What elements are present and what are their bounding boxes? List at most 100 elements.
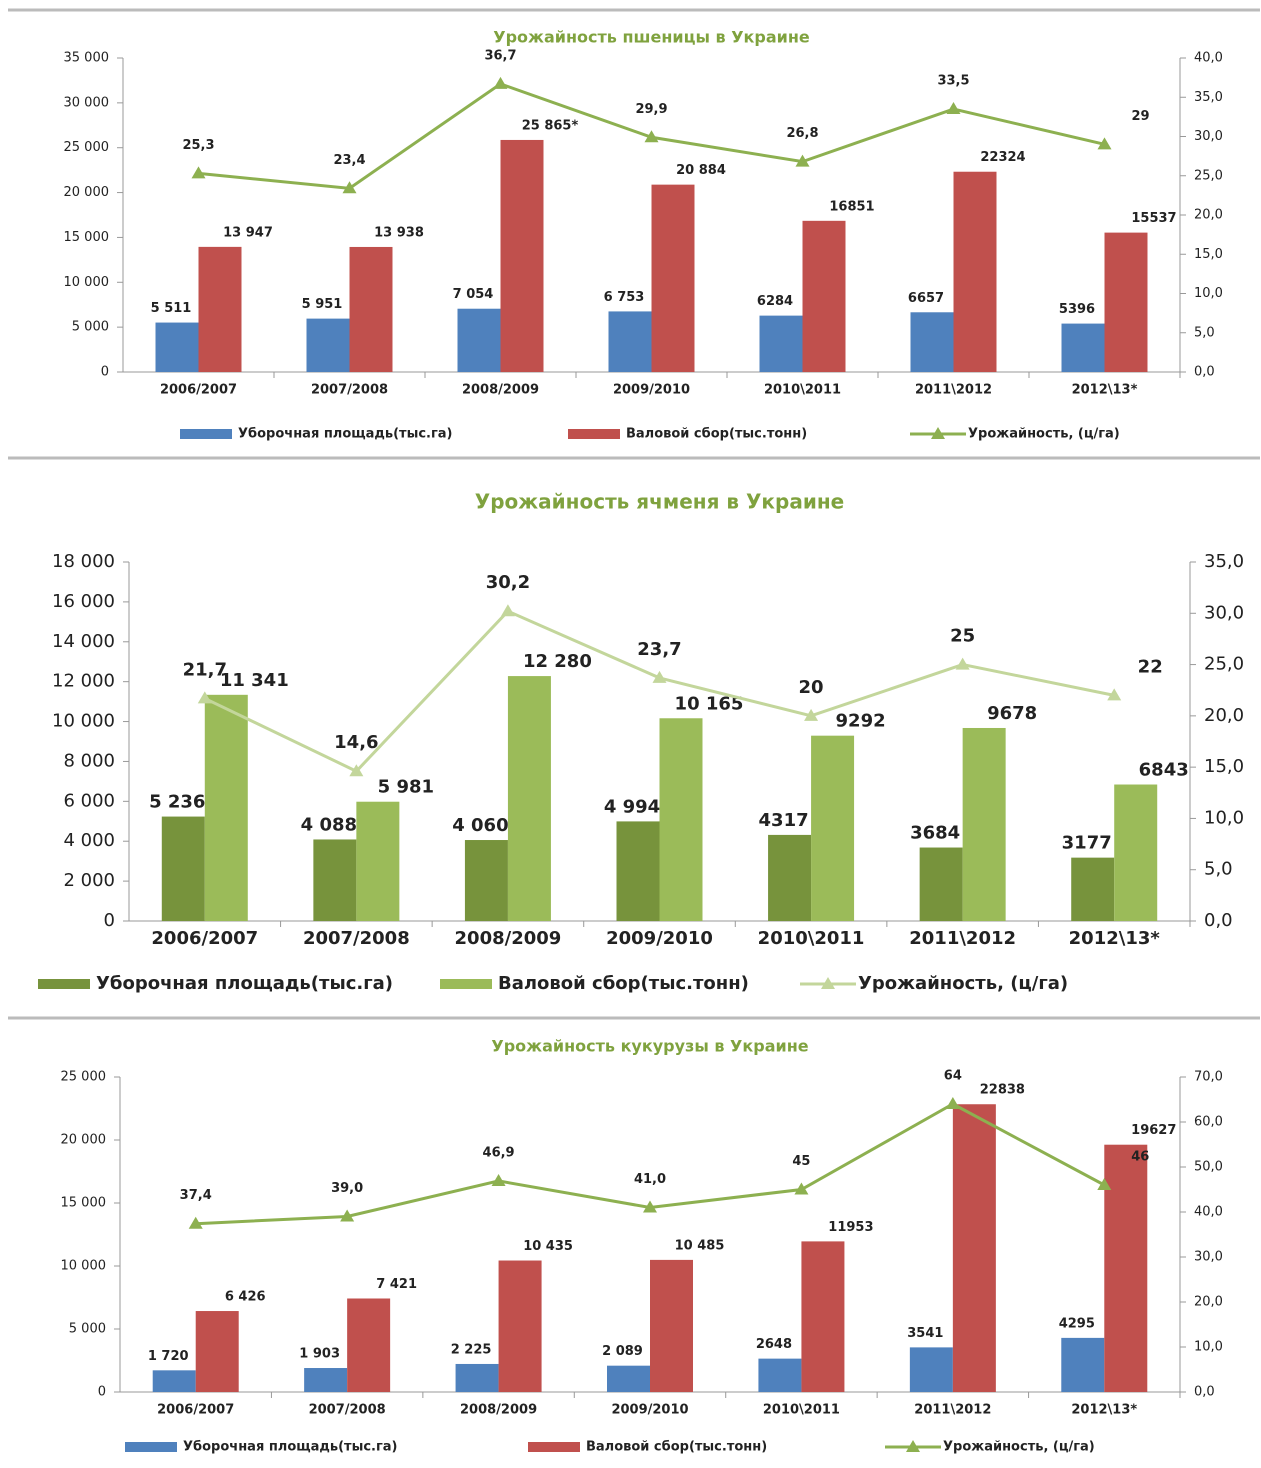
y-tick-label: 12 000 xyxy=(52,671,115,692)
x-tick-label: 2012\13* xyxy=(1071,1403,1137,1418)
data-label: 10 485 xyxy=(675,1238,725,1253)
x-tick-label: 2006/2007 xyxy=(157,1403,234,1418)
data-label: 29 xyxy=(1131,109,1149,124)
y-tick-label: 16 000 xyxy=(52,591,115,612)
data-label: 2648 xyxy=(756,1337,792,1352)
data-label: 41,0 xyxy=(634,1172,666,1187)
y-tick-label: 14 000 xyxy=(52,631,115,652)
data-label: 6843 xyxy=(1139,760,1189,781)
y-tick-label: 2 000 xyxy=(63,870,115,891)
data-label: 33,5 xyxy=(937,74,969,89)
bar xyxy=(152,1370,196,1392)
data-label: 39,0 xyxy=(331,1181,363,1196)
bar xyxy=(811,735,855,921)
data-label: 2 089 xyxy=(602,1344,643,1359)
data-label: 64 xyxy=(944,1069,962,1084)
x-tick-label: 2012\13* xyxy=(1072,383,1138,398)
y2-tick-label: 40,0 xyxy=(1194,1205,1223,1220)
data-label: 7 421 xyxy=(376,1277,417,1292)
x-tick-label: 2010\2011 xyxy=(764,383,841,398)
legend-swatch xyxy=(38,979,90,989)
data-label: 5 511 xyxy=(151,301,192,316)
data-label: 9292 xyxy=(836,711,886,732)
x-tick-label: 2006/2007 xyxy=(151,928,258,949)
y2-tick-label: 5,0 xyxy=(1194,325,1215,340)
line-marker xyxy=(804,708,819,721)
data-label: 20 884 xyxy=(676,163,726,178)
legend-label: Урожайность, (ц/га) xyxy=(968,427,1120,442)
y2-tick-label: 25,0 xyxy=(1194,168,1223,183)
data-label: 4 088 xyxy=(301,814,357,835)
data-label: 4317 xyxy=(759,810,809,831)
legend-label: Урожайность, (ц/га) xyxy=(858,973,1068,994)
data-label: 6657 xyxy=(908,291,944,306)
y-tick-label: 20 000 xyxy=(64,185,110,200)
y-tick-label: 25 000 xyxy=(64,140,110,155)
line-marker xyxy=(794,1182,809,1195)
legend-swatch xyxy=(180,429,232,439)
y-tick-label: 6 000 xyxy=(63,790,115,811)
y-tick-label: 4 000 xyxy=(63,830,115,851)
data-label: 10 165 xyxy=(675,693,744,714)
bar xyxy=(306,318,350,372)
line-marker xyxy=(643,1200,657,1213)
bar xyxy=(464,840,508,921)
y2-tick-label: 5,0 xyxy=(1204,859,1233,880)
bar xyxy=(498,1260,542,1392)
x-tick-label: 2008/2009 xyxy=(460,1403,537,1418)
y-tick-label: 30 000 xyxy=(64,95,110,110)
bar xyxy=(616,821,660,921)
bar xyxy=(455,1363,499,1392)
bar xyxy=(304,1368,348,1392)
bar xyxy=(909,1347,953,1392)
data-label: 20 xyxy=(799,677,824,698)
data-label: 15537 xyxy=(1131,211,1176,226)
line-marker xyxy=(652,670,667,683)
bar xyxy=(356,801,400,921)
y2-tick-label: 0,0 xyxy=(1204,910,1233,931)
bar xyxy=(1114,784,1158,921)
x-tick-label: 2009/2010 xyxy=(611,1403,688,1418)
legend-label: Валовой сбор(тыс.тонн) xyxy=(498,973,749,994)
chart-title: Урожайность кукурузы в Украине xyxy=(491,1037,808,1056)
data-label: 5 236 xyxy=(149,792,205,813)
data-label: 16851 xyxy=(829,199,874,214)
y-tick-label: 0 xyxy=(98,1385,106,1400)
bar xyxy=(349,246,393,372)
bar xyxy=(650,1259,693,1392)
y-tick-label: 25 000 xyxy=(61,1070,107,1085)
data-label: 5 951 xyxy=(302,297,343,312)
y-tick-label: 8 000 xyxy=(63,750,115,771)
bar xyxy=(952,1104,996,1392)
line-marker xyxy=(342,181,357,194)
data-label: 11 341 xyxy=(220,670,289,691)
line-marker xyxy=(491,1173,506,1186)
y2-tick-label: 20,0 xyxy=(1194,1295,1223,1310)
data-label: 12 280 xyxy=(523,651,592,672)
line-marker xyxy=(197,691,212,704)
line-marker xyxy=(349,764,364,777)
data-label: 26,8 xyxy=(786,126,818,141)
y2-tick-label: 10,0 xyxy=(1194,1340,1223,1355)
data-label: 6284 xyxy=(757,294,793,309)
y2-tick-label: 30,0 xyxy=(1194,1250,1223,1265)
x-tick-label: 2008/2009 xyxy=(455,928,562,949)
bar xyxy=(457,308,501,372)
bar xyxy=(198,246,242,372)
line-marker xyxy=(644,130,659,143)
x-tick-label: 2010\2011 xyxy=(763,1403,840,1418)
y2-tick-label: 20,0 xyxy=(1204,705,1244,726)
y2-tick-label: 10,0 xyxy=(1204,807,1244,828)
bar xyxy=(953,171,997,372)
line-marker xyxy=(955,657,970,670)
bar xyxy=(1104,232,1148,372)
bar xyxy=(313,839,357,921)
x-tick-label: 2007/2008 xyxy=(309,1403,386,1418)
bar xyxy=(659,718,703,921)
bar xyxy=(919,847,963,921)
y-tick-label: 20 000 xyxy=(61,1133,107,1148)
line-marker xyxy=(1097,137,1112,150)
y2-tick-label: 40,0 xyxy=(1194,51,1223,66)
line-marker xyxy=(795,154,810,167)
y2-tick-label: 25,0 xyxy=(1204,654,1244,675)
